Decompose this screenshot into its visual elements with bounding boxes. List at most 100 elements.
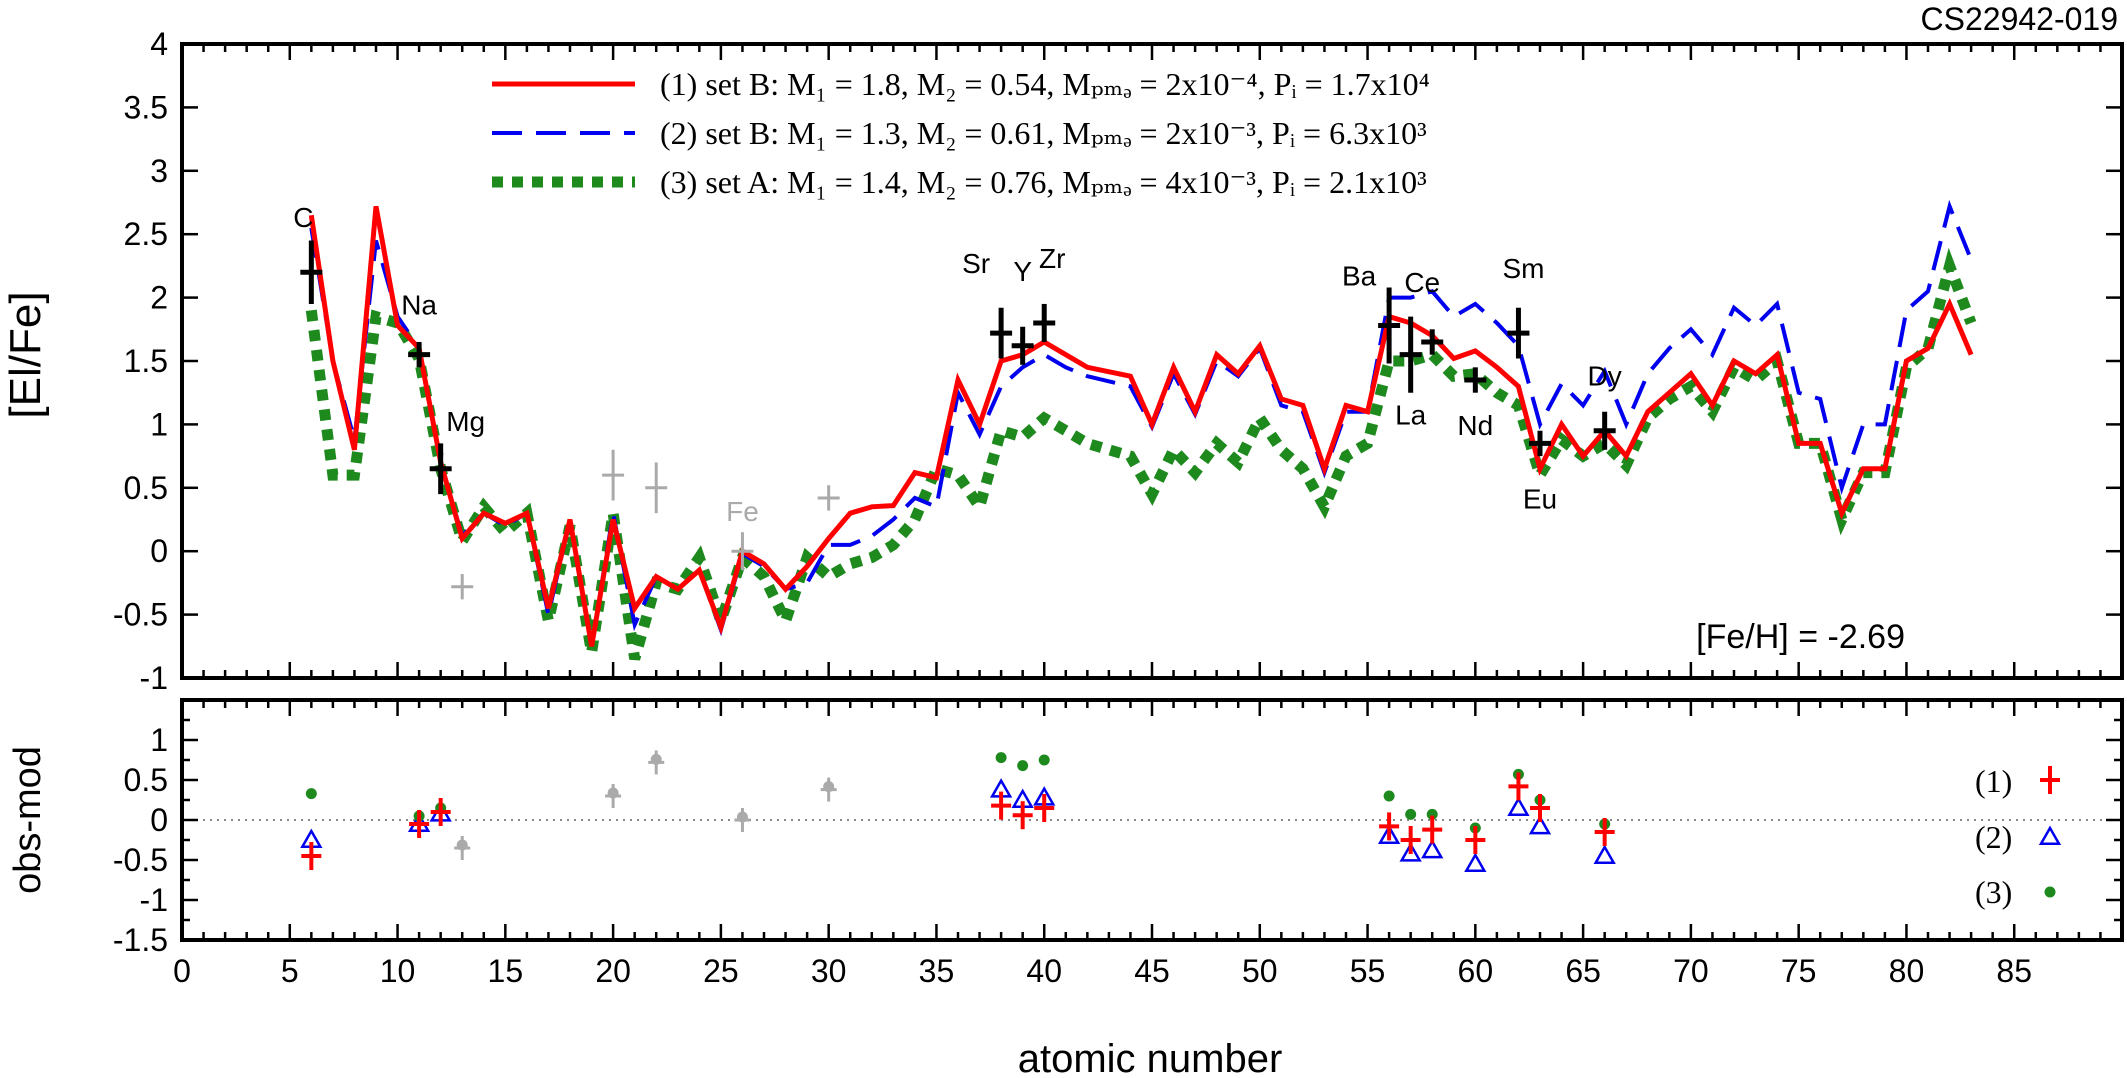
obs-point-z22 bbox=[645, 462, 668, 514]
bottom-legend-marker-3 bbox=[2044, 886, 2056, 898]
grey-residual-point bbox=[454, 836, 471, 860]
x-tick-label: 15 bbox=[488, 953, 524, 989]
residual-model-2 bbox=[1377, 824, 1401, 844]
residual-model-3 bbox=[1038, 754, 1050, 766]
bottom-legend-label-2: (2) bbox=[1975, 819, 2012, 855]
x-tick-label: 5 bbox=[281, 953, 299, 989]
residual-model-1 bbox=[1379, 812, 1400, 841]
x-tick-label: 35 bbox=[919, 953, 955, 989]
bottom-legend: (1) (2) (3) bbox=[1975, 763, 2062, 910]
residual-model-3 bbox=[1383, 790, 1395, 802]
top-ticks: 4 3.5 3 2.5 2 1.5 1 0.5 0 -0.5 -1 bbox=[113, 26, 2124, 696]
top-y-tick-label: 0 bbox=[150, 533, 168, 569]
element-label-Y: Y bbox=[1013, 256, 1032, 287]
top-y-tick-label: 3 bbox=[150, 153, 168, 189]
bottom-legend-label-1: (1) bbox=[1975, 763, 2012, 799]
obs-point-Dy: Dy bbox=[1588, 361, 1622, 450]
residual-model-2 bbox=[1421, 838, 1444, 859]
residual-model-1 bbox=[1034, 794, 1055, 822]
bottom-y-tick-label: 0.5 bbox=[124, 762, 168, 798]
residual-model-1 bbox=[1508, 772, 1529, 801]
grey-residual-dot bbox=[607, 787, 619, 799]
bottom-ticks: 10.50-0.5-1-1.50 5 10 15 20 25 30 35 40 45 50 55 60 6… bbox=[113, 700, 2124, 989]
model-line-1 bbox=[308, 205, 1974, 647]
element-label-Na: Na bbox=[401, 290, 437, 321]
bottom-panel: 10.50-0.5-1-1.50 5 10 15 20 25 30 35 40 45 50 55 60 6… bbox=[7, 698, 2124, 1078]
residual-model-3 bbox=[1426, 808, 1438, 820]
residual-model-1 bbox=[409, 810, 430, 838]
grey-residual-point bbox=[734, 808, 751, 832]
grey-residual-dot bbox=[650, 753, 662, 765]
x-tick-label: 60 bbox=[1458, 953, 1494, 989]
residual-model-2 bbox=[1464, 852, 1487, 872]
xlabel: atomic number bbox=[1018, 1037, 1283, 1078]
grey-residual-point bbox=[820, 777, 837, 802]
bottom-y-tick-label: -1.5 bbox=[113, 922, 168, 958]
x-tick-label: 80 bbox=[1889, 953, 1925, 989]
legend-label-2: (2) set B: M₁ = 1.3, M₂ = 0.61, Mₚₘₔ = 2… bbox=[660, 115, 1427, 151]
grey-residual-dot bbox=[736, 811, 748, 823]
grey-residual-point bbox=[605, 784, 622, 808]
x-tick-label: 70 bbox=[1673, 953, 1709, 989]
bottom-y-tick-label: 0 bbox=[150, 802, 168, 838]
x-tick-label: 75 bbox=[1781, 953, 1817, 989]
obs-point-Fe: Fe bbox=[726, 496, 759, 571]
bottom-y-tick-label: 1 bbox=[150, 722, 168, 758]
residual-model-1 bbox=[1012, 801, 1033, 830]
element-label-La: La bbox=[1395, 400, 1427, 431]
element-label-Ba: Ba bbox=[1342, 260, 1377, 291]
top-y-tick-label: -1 bbox=[140, 660, 168, 696]
residual-model-1 bbox=[1400, 826, 1421, 854]
residual-model-2 bbox=[1399, 842, 1422, 862]
obs-point-z30 bbox=[817, 485, 840, 511]
legend-label-3: (3) set A: M₁ = 1.4, M₂ = 0.76, Mₚₘₔ = 4… bbox=[660, 164, 1427, 200]
residual-model-1 bbox=[1465, 826, 1486, 854]
element-label-Sm: Sm bbox=[1502, 253, 1544, 284]
x-tick-label: 65 bbox=[1565, 953, 1601, 989]
obs-point-Sm: Sm bbox=[1502, 253, 1544, 359]
residual-model-2 bbox=[1507, 796, 1530, 816]
element-label-Fe: Fe bbox=[726, 496, 759, 527]
fe-h-annotation: [Fe/H] = -2.69 bbox=[1696, 618, 1905, 656]
obs-point-Ba: Ba bbox=[1342, 260, 1401, 364]
element-label-Eu: Eu bbox=[1523, 483, 1557, 514]
element-label-Mg: Mg bbox=[446, 406, 485, 437]
obs-point-C: C bbox=[293, 202, 323, 304]
top-y-tick-label: 2.5 bbox=[124, 216, 168, 252]
x-tick-label: 0 bbox=[173, 953, 191, 989]
top-y-tick-label: 4 bbox=[150, 26, 168, 62]
residual-model-3 bbox=[1405, 808, 1417, 820]
obs-point-Zr: Zr bbox=[1033, 243, 1065, 342]
obs-point-Sr: Sr bbox=[962, 248, 1013, 359]
grey-residual-dot bbox=[456, 839, 468, 851]
obs-point-Mg: Mg bbox=[429, 406, 485, 495]
obs-point-Na: Na bbox=[401, 290, 437, 368]
residual-model-3 bbox=[305, 788, 317, 800]
x-tick-label: 30 bbox=[811, 953, 847, 989]
x-tick-label: 40 bbox=[1026, 953, 1062, 989]
bottom-axis-frame bbox=[180, 698, 2124, 942]
chart-title: CS22942-019 bbox=[1921, 1, 2118, 37]
bottom-ylabel: obs-mod bbox=[7, 746, 49, 894]
legend-label-1: (1) set B: M₁ = 1.8, M₂ = 0.54, Mₚₘₔ = 2… bbox=[660, 66, 1430, 102]
obs-point-Y: Y bbox=[1011, 256, 1034, 365]
top-y-tick-label: 2 bbox=[150, 280, 168, 316]
element-label-Nd: Nd bbox=[1457, 410, 1493, 441]
bottom-y-tick-label: -1 bbox=[140, 882, 168, 918]
bottom-legend-marker-2 bbox=[2038, 825, 2062, 845]
top-y-tick-label: 1 bbox=[150, 406, 168, 442]
bottom-y-tick-label: -0.5 bbox=[113, 842, 168, 878]
residual-model-1 bbox=[1422, 815, 1443, 844]
x-tick-label: 20 bbox=[595, 953, 631, 989]
top-y-tick-label: 0.5 bbox=[124, 470, 168, 506]
residual-model-2 bbox=[1593, 844, 1616, 864]
top-ylabel: [El/Fe] bbox=[1, 291, 50, 418]
obs-point-Ce: Ce bbox=[1404, 267, 1444, 355]
element-label-Sr: Sr bbox=[962, 248, 990, 279]
obs-point-z13 bbox=[451, 574, 474, 600]
obs-point-Eu: Eu bbox=[1523, 430, 1557, 514]
residual-model-1 bbox=[430, 798, 451, 826]
element-label-Dy: Dy bbox=[1588, 361, 1622, 392]
model-line-2 bbox=[309, 199, 1973, 647]
